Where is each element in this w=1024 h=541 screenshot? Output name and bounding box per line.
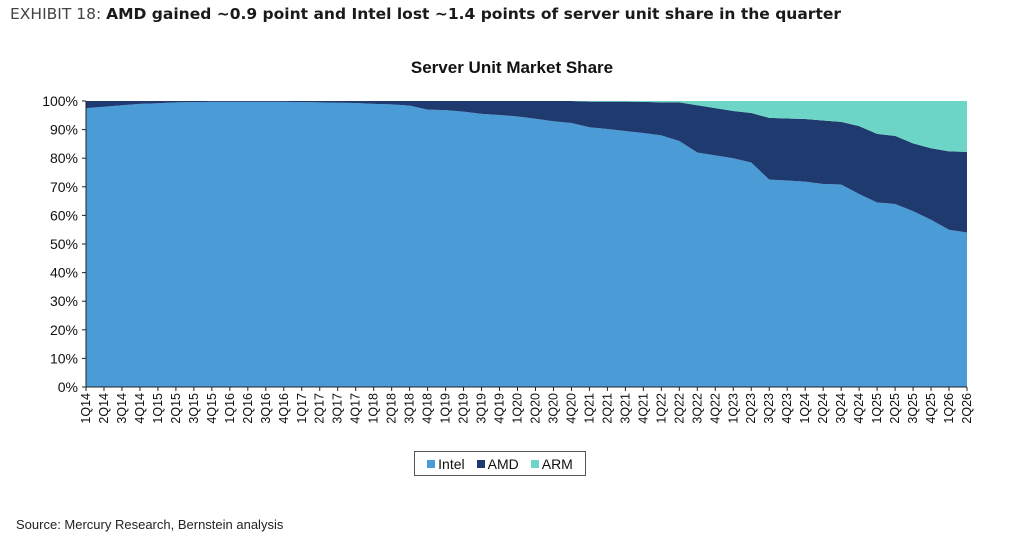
exhibit-prefix: EXHIBIT 18: bbox=[10, 5, 102, 23]
chart-title: Server Unit Market Share bbox=[410, 58, 614, 77]
x-tick-label: 4Q24 bbox=[852, 393, 866, 424]
x-tick-label: 4Q16 bbox=[277, 393, 291, 424]
x-tick-label: 3Q23 bbox=[762, 393, 776, 424]
x-tick-label: 2Q17 bbox=[313, 393, 327, 424]
exhibit-title: AMD gained ~0.9 point and Intel lost ~1.… bbox=[106, 5, 842, 23]
y-tick-labels: 0% 10% 20% 30% 40% 50% 60% 70% 80% 90% 100% bbox=[42, 93, 78, 395]
x-tick-label: 2Q22 bbox=[672, 393, 686, 424]
chart-legend: Intel AMD ARM bbox=[414, 451, 586, 476]
x-tick-label: 1Q18 bbox=[367, 393, 381, 424]
x-tick-label: 4Q15 bbox=[205, 393, 219, 424]
x-tick-label: 2Q21 bbox=[600, 393, 614, 424]
y-tick-label: 90% bbox=[50, 122, 78, 138]
x-tick-label: 3Q25 bbox=[906, 393, 920, 424]
y-tick-label: 50% bbox=[50, 236, 78, 252]
x-tick-label: 3Q17 bbox=[331, 393, 345, 424]
x-tick-label: 2Q20 bbox=[528, 393, 542, 424]
x-tick-label: 4Q25 bbox=[924, 393, 938, 424]
x-tick-label: 2Q14 bbox=[97, 393, 111, 424]
x-tick-label: 3Q19 bbox=[475, 393, 489, 424]
x-tick-label: 3Q24 bbox=[834, 393, 848, 424]
y-tick-label: 100% bbox=[42, 93, 78, 109]
x-tick-label: 4Q20 bbox=[564, 393, 578, 424]
x-tick-label: 4Q21 bbox=[636, 393, 650, 424]
x-tick-label: 1Q20 bbox=[511, 393, 525, 424]
x-tick-label: 2Q25 bbox=[888, 393, 902, 424]
x-tick-label: 4Q18 bbox=[421, 393, 435, 424]
x-tick-label: 2Q26 bbox=[960, 393, 974, 424]
x-tick-label: 4Q19 bbox=[493, 393, 507, 424]
legend-item-intel: Intel bbox=[427, 455, 465, 472]
y-tick-label: 60% bbox=[50, 207, 78, 223]
legend-label-arm: ARM bbox=[541, 455, 573, 472]
x-tick-label: 3Q14 bbox=[115, 393, 129, 424]
x-tick-label: 3Q16 bbox=[259, 393, 273, 424]
x-tick-label: 1Q14 bbox=[79, 393, 93, 424]
x-tick-label: 1Q22 bbox=[654, 393, 668, 424]
x-tick-labels: 1Q14 2Q14 3Q14 4Q14 1Q15 2Q15 3Q15 4Q15 1Q16 2Q16… bbox=[79, 393, 974, 424]
x-tick-label: 4Q22 bbox=[708, 393, 722, 424]
legend-swatch-arm bbox=[530, 459, 539, 468]
x-tick-label: 2Q23 bbox=[744, 393, 758, 424]
x-tick-label: 2Q24 bbox=[816, 393, 830, 424]
y-tick-label: 20% bbox=[50, 322, 78, 338]
legend-item-amd: AMD bbox=[476, 455, 519, 472]
y-tick-label: 40% bbox=[50, 265, 78, 281]
x-tick-label: 4Q23 bbox=[780, 393, 794, 424]
x-tick-label: 1Q19 bbox=[439, 393, 453, 424]
area-intel bbox=[86, 101, 967, 388]
legend-label-amd: AMD bbox=[487, 455, 519, 472]
x-tick-label: 1Q16 bbox=[223, 393, 237, 424]
x-tick-label: 1Q25 bbox=[870, 393, 884, 424]
x-tick-label: 1Q24 bbox=[798, 393, 812, 424]
x-tick-label: 3Q22 bbox=[690, 393, 704, 424]
areas-layer bbox=[86, 101, 967, 388]
x-tick-label: 4Q17 bbox=[349, 393, 363, 424]
x-tick-label: 1Q21 bbox=[582, 393, 596, 424]
axes-layer bbox=[82, 100, 968, 391]
legend-swatch-amd bbox=[476, 459, 485, 468]
exhibit-header: EXHIBIT 18: AMD gained ~0.9 point and In… bbox=[10, 5, 841, 23]
y-tick-label: 80% bbox=[50, 150, 78, 166]
source-note: Source: Mercury Research, Bernstein anal… bbox=[16, 517, 284, 532]
x-tick-label: 1Q26 bbox=[942, 393, 956, 424]
legend-label-intel: Intel bbox=[438, 455, 465, 472]
x-tick-label: 1Q23 bbox=[726, 393, 740, 424]
x-tick-label: 3Q21 bbox=[618, 393, 632, 424]
area-arm bbox=[86, 101, 967, 152]
x-tick-label: 2Q19 bbox=[457, 393, 471, 424]
y-tick-label: 70% bbox=[50, 179, 78, 195]
legend-swatch-intel bbox=[427, 459, 436, 468]
x-tick-label: 2Q16 bbox=[241, 393, 255, 424]
x-tick-label: 3Q20 bbox=[546, 393, 560, 424]
x-tick-label: 1Q17 bbox=[295, 393, 309, 424]
x-tick-label: 2Q15 bbox=[169, 393, 183, 424]
y-tick-label: 10% bbox=[50, 350, 78, 366]
area-amd bbox=[86, 101, 967, 233]
y-tick-label: 30% bbox=[50, 293, 78, 309]
x-tick-label: 1Q15 bbox=[151, 393, 165, 424]
x-tick-label: 2Q18 bbox=[385, 393, 399, 424]
legend-item-arm: ARM bbox=[530, 455, 573, 472]
x-tick-label: 3Q15 bbox=[187, 393, 201, 424]
x-tick-label: 3Q18 bbox=[403, 393, 417, 424]
y-tick-label: 0% bbox=[58, 379, 78, 395]
x-tick-label: 4Q14 bbox=[133, 393, 147, 424]
